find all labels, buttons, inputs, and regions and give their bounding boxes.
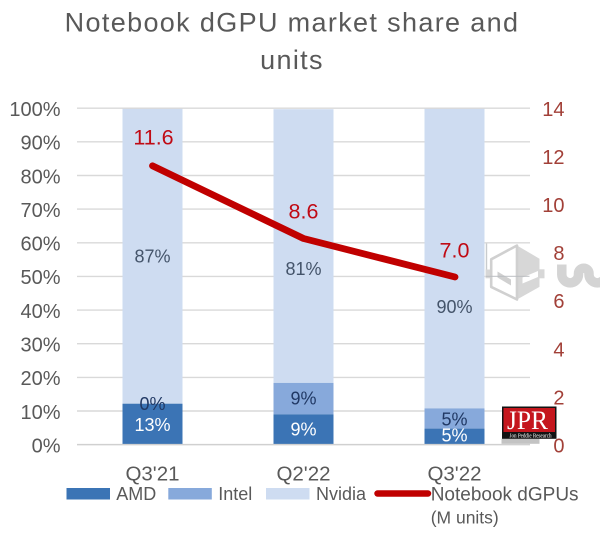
- svg-text:9%: 9%: [290, 419, 316, 439]
- svg-text:(M units): (M units): [431, 508, 499, 528]
- svg-text:5%: 5%: [441, 410, 467, 430]
- svg-text:JPR: JPR: [507, 405, 548, 435]
- svg-text:5%: 5%: [441, 426, 467, 446]
- svg-text:9%: 9%: [290, 389, 316, 409]
- svg-text:4: 4: [553, 339, 564, 361]
- svg-text:Q2'22: Q2'22: [276, 462, 330, 485]
- svg-text:Nvidia: Nvidia: [316, 484, 367, 504]
- svg-text:90%: 90%: [436, 297, 472, 317]
- svg-text:10%: 10%: [20, 402, 60, 424]
- svg-text:AMD: AMD: [116, 484, 156, 504]
- svg-text:80%: 80%: [20, 166, 60, 188]
- svg-text:12: 12: [542, 147, 564, 169]
- svg-text:8.6: 8.6: [289, 200, 319, 224]
- svg-text:20%: 20%: [20, 368, 60, 390]
- svg-text:81%: 81%: [285, 259, 321, 279]
- svg-text:30%: 30%: [20, 335, 60, 357]
- svg-text:6: 6: [553, 291, 564, 313]
- svg-text:7.0: 7.0: [440, 239, 470, 263]
- svg-text:Q3'22: Q3'22: [427, 462, 481, 485]
- svg-text:11.6: 11.6: [133, 126, 173, 150]
- svg-text:10: 10: [542, 195, 564, 217]
- svg-text:40%: 40%: [20, 301, 60, 323]
- svg-text:0%: 0%: [32, 435, 61, 457]
- svg-text:Jon Peddie Research: Jon Peddie Research: [510, 433, 552, 439]
- svg-text:100%: 100%: [9, 99, 60, 121]
- svg-text:60%: 60%: [20, 234, 60, 256]
- svg-text:2: 2: [553, 387, 564, 409]
- svg-text:8: 8: [553, 243, 564, 265]
- svg-text:Q3'21: Q3'21: [125, 462, 179, 485]
- svg-text:87%: 87%: [134, 246, 170, 266]
- svg-text:13%: 13%: [134, 415, 170, 435]
- svg-text:90%: 90%: [20, 133, 60, 155]
- svg-text:14: 14: [542, 99, 564, 121]
- svg-text:units: units: [260, 45, 324, 75]
- svg-text:70%: 70%: [20, 200, 60, 222]
- svg-text:Notebook dGPU market share and: Notebook dGPU market share and: [65, 8, 520, 38]
- svg-text:Notebook dGPUs: Notebook dGPUs: [431, 484, 579, 505]
- svg-text:Intel: Intel: [218, 484, 252, 504]
- svg-text:0: 0: [553, 435, 564, 457]
- svg-text:50%: 50%: [20, 267, 60, 289]
- svg-text:0%: 0%: [139, 394, 165, 414]
